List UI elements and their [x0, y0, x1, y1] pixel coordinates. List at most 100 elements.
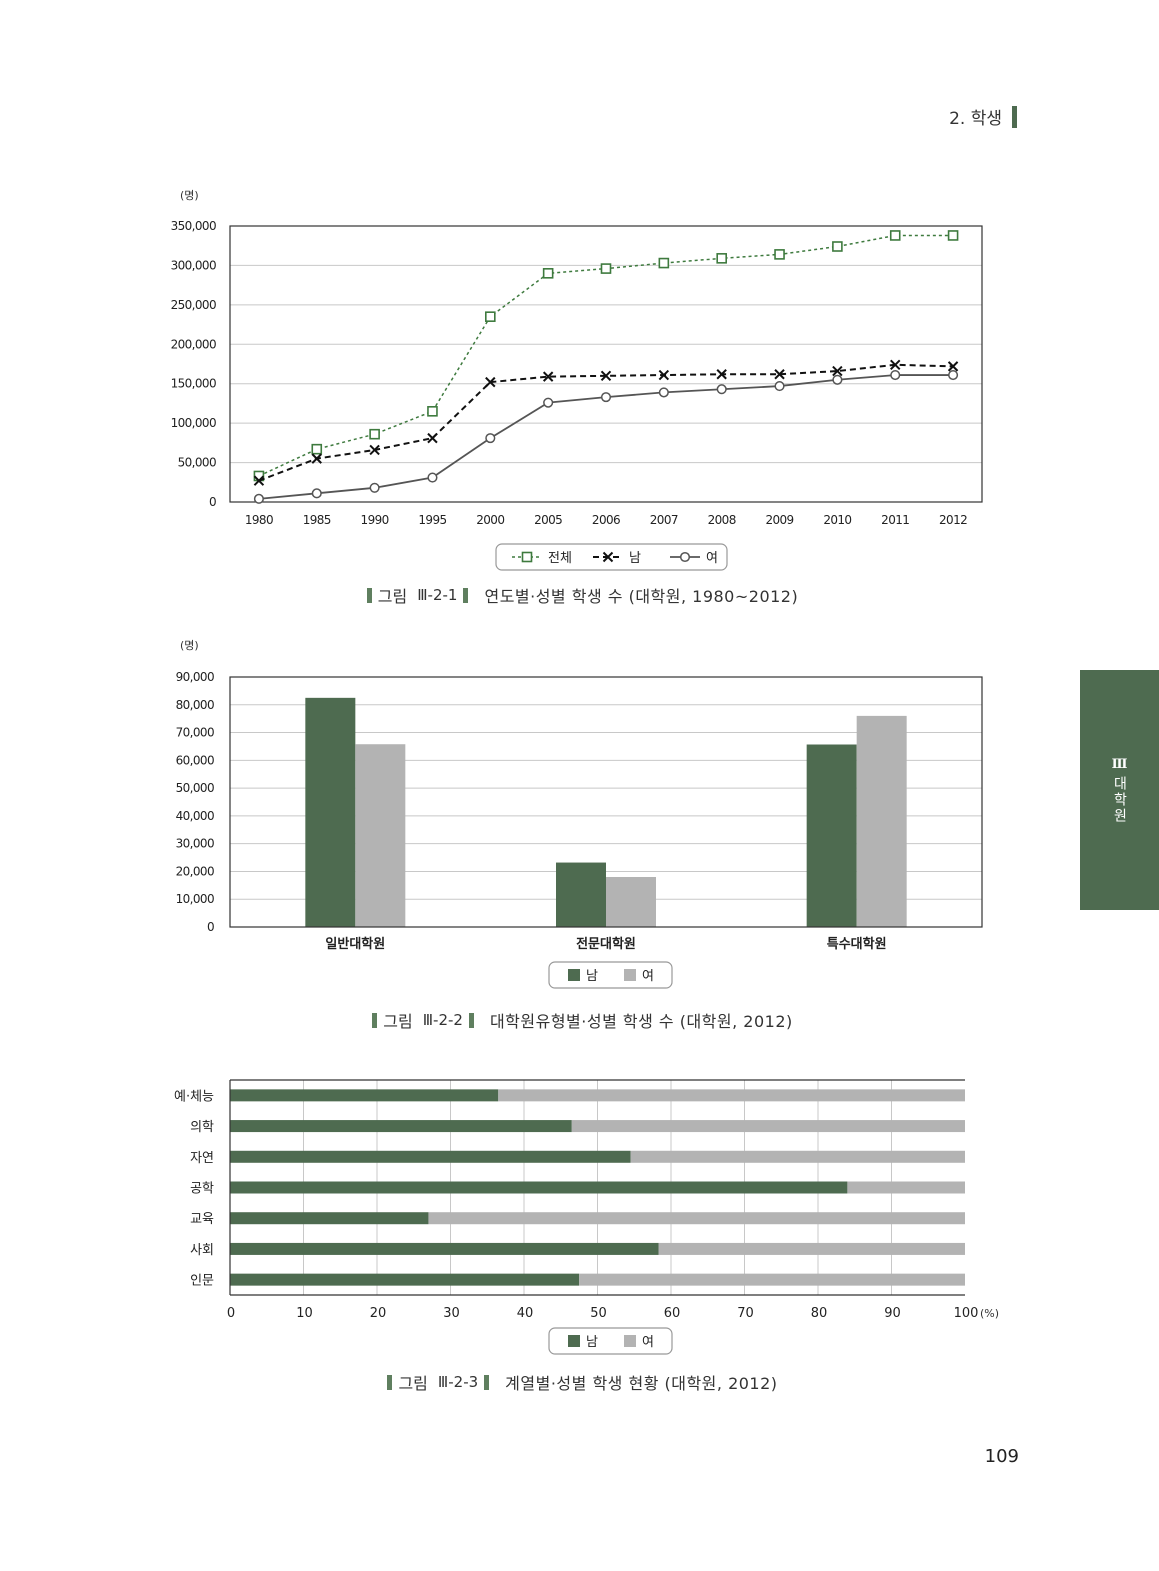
data-point: [369, 444, 380, 456]
caption-text: 연도별·성별 학생 수 (대학원, 1980~2012): [484, 587, 799, 606]
data-point: [427, 406, 438, 417]
bar: [806, 744, 857, 927]
data-point: [658, 369, 670, 381]
x-tick-label: 2011: [881, 513, 909, 527]
data-point: [600, 370, 612, 382]
y-tick-label: 교육: [190, 1212, 214, 1227]
data-point: [542, 371, 554, 382]
bar-segment: [579, 1273, 965, 1286]
x-tick-label: 전문대학원: [576, 936, 636, 952]
figure-caption-1: 그림 Ⅲ-2-1 연도별·성별 학생 수 (대학원, 1980~2012): [0, 583, 1159, 607]
legend-label: 남: [586, 969, 598, 984]
data-point: [485, 311, 496, 322]
y-tick-label: 의학: [190, 1120, 214, 1135]
bar-segment: [230, 1273, 580, 1286]
data-point: [600, 263, 612, 274]
y-tick-label: 50,000: [178, 456, 216, 470]
caption-marker: [387, 1374, 393, 1390]
x-tick-label: 2012: [939, 513, 967, 527]
y-tick-label: 250,000: [171, 298, 216, 312]
data-point: [485, 376, 496, 388]
caption-marker: [372, 1012, 378, 1028]
caption-text: 대학원유형별·성별 학생 수 (대학원, 2012): [489, 1012, 793, 1031]
bar-segment: [630, 1150, 965, 1163]
data-point: [890, 359, 901, 370]
data-point: [369, 482, 380, 493]
bar: [305, 697, 356, 927]
x-tick-label: 1985: [303, 513, 331, 527]
line-chart-students-by-year: (명) 0 50,000 100,000 150,000 200,000 250,000 30…: [171, 189, 983, 571]
x-tick-label: 40: [517, 1306, 534, 1321]
data-point: [658, 257, 670, 269]
bar: [355, 744, 406, 927]
y-tick-label: 200,000: [171, 337, 216, 351]
y-tick-label: 공학: [190, 1182, 214, 1197]
bar: [606, 877, 656, 927]
y-axis-unit: (명): [180, 639, 199, 652]
bar-segment: [230, 1120, 572, 1133]
data-point: [947, 230, 959, 241]
x-tick-label: 2010: [823, 513, 851, 527]
y-tick-label: 60,000: [176, 753, 214, 767]
caption-marker: [468, 1012, 474, 1028]
x-tick-label: 2000: [476, 513, 504, 527]
y-tick-label: 인문: [190, 1274, 214, 1289]
y-tick-label: 20,000: [176, 864, 214, 878]
bar-segment: [230, 1181, 848, 1194]
caption-number: Ⅲ-2-3: [437, 1373, 479, 1391]
bar-segment: [658, 1242, 965, 1255]
plot-area-frame: [229, 676, 983, 928]
data-point: [832, 241, 843, 252]
bar-segment: [230, 1150, 631, 1163]
x-tick-label: 50: [590, 1306, 607, 1321]
y-tick-label: 자연: [190, 1151, 214, 1166]
bar: [556, 862, 606, 927]
bar-segment: [498, 1089, 965, 1102]
bar-segment: [571, 1120, 965, 1133]
data-point: [543, 397, 554, 408]
caption-number: Ⅲ-2-1: [417, 586, 458, 604]
data-point: [311, 453, 322, 464]
data-point: [716, 369, 727, 380]
caption-marker: [463, 587, 469, 603]
data-point: [947, 361, 959, 372]
legend-swatch: [624, 969, 636, 981]
x-tick-label: 0: [227, 1306, 235, 1321]
caption-marker: [366, 587, 372, 603]
legend-swatch: [568, 1335, 580, 1347]
x-tick-label: 2005: [534, 513, 562, 527]
bar-segment: [230, 1089, 499, 1102]
legend-box: [495, 543, 728, 571]
legend-marker: [602, 551, 614, 563]
y-tick-label: 10,000: [176, 892, 214, 906]
x-tick-label: 30: [443, 1306, 460, 1321]
y-tick-label: 100,000: [171, 416, 216, 430]
x-tick-label: 100: [954, 1306, 979, 1321]
x-tick-label: 일반대학원: [325, 936, 385, 952]
x-tick-label: 60: [664, 1306, 681, 1321]
data-point: [716, 384, 727, 395]
legend-label: 전체: [548, 551, 572, 566]
x-tick-label: 2008: [708, 513, 736, 527]
x-tick-label: 70: [737, 1306, 754, 1321]
y-tick-label: 90,000: [176, 670, 214, 684]
x-tick-label: 80: [811, 1306, 828, 1321]
y-tick-label: 0: [207, 920, 214, 934]
chapter-title: 대학원: [1111, 775, 1128, 824]
bar-segment: [230, 1242, 659, 1255]
bar-segment: [428, 1212, 965, 1225]
legend-label: 남: [586, 1335, 598, 1350]
y-tick-label: 0: [209, 495, 216, 509]
caption-text: 계열별·성별 학생 현황 (대학원, 2012): [505, 1374, 778, 1393]
legend-box: [548, 961, 673, 989]
header-accent-bar: [1012, 105, 1017, 128]
data-point: [890, 369, 901, 381]
data-point: [774, 249, 785, 260]
data-point: [889, 230, 901, 241]
data-point: [311, 488, 322, 499]
data-point: [253, 493, 264, 504]
caption-label: 그림: [377, 587, 408, 606]
data-point: [311, 443, 323, 455]
y-tick-label: 예·체능: [174, 1089, 214, 1104]
caption-marker: [484, 1374, 490, 1390]
